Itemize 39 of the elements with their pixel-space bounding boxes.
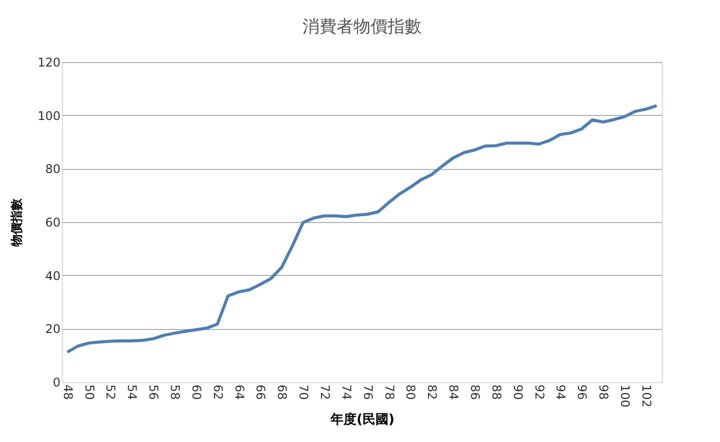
x-tick-label: 52: [104, 384, 118, 400]
y-tick-label: 80: [45, 162, 60, 176]
x-tick-label: 94: [554, 384, 568, 400]
x-tick-label: 90: [510, 384, 525, 400]
y-tick-label: 20: [45, 322, 60, 336]
x-tick-label: 100: [618, 384, 632, 408]
x-tick-label: 102: [639, 384, 654, 408]
y-tick-label: 0: [52, 376, 60, 390]
x-tick-label: 78: [382, 384, 396, 400]
x-tick-label: 76: [360, 384, 375, 400]
x-tick-label: 64: [232, 384, 246, 400]
x-tick-label: 68: [275, 384, 290, 400]
x-tick-label: 54: [125, 384, 140, 400]
y-tick-label: 100: [38, 108, 60, 123]
x-tick-label: 62: [210, 384, 225, 400]
y-tick-label: 60: [45, 216, 60, 230]
x-tick-label: 96: [575, 384, 590, 400]
x-tick-label: 66: [254, 384, 268, 400]
x-tick-label: 74: [339, 384, 354, 400]
x-tick-label: 56: [146, 384, 161, 400]
x-axis-title: 年度(民國): [330, 411, 394, 428]
x-tick-label: 92: [532, 384, 546, 400]
x-tick-label: 60: [189, 384, 204, 400]
x-tick-label: 48: [60, 384, 75, 400]
x-tick-label: 98: [596, 384, 611, 400]
y-tick-label: 120: [38, 56, 60, 70]
x-tick-label: 72: [318, 384, 332, 400]
line-series: [66, 104, 658, 354]
y-tick-label: 40: [45, 268, 60, 283]
x-tick-label: 88: [489, 384, 504, 400]
x-tick-label: 58: [168, 384, 182, 400]
x-tick-label: 82: [425, 384, 440, 400]
x-tick-label: 50: [82, 384, 96, 400]
x-tick-label: 70: [296, 384, 311, 400]
y-axis-title: 物價指數: [10, 198, 24, 248]
chart-title: 消費者物價指數: [302, 17, 422, 37]
x-tick-label: 80: [404, 384, 418, 400]
x-tick-label: 84: [446, 384, 461, 400]
x-tick-label: 86: [468, 384, 482, 400]
